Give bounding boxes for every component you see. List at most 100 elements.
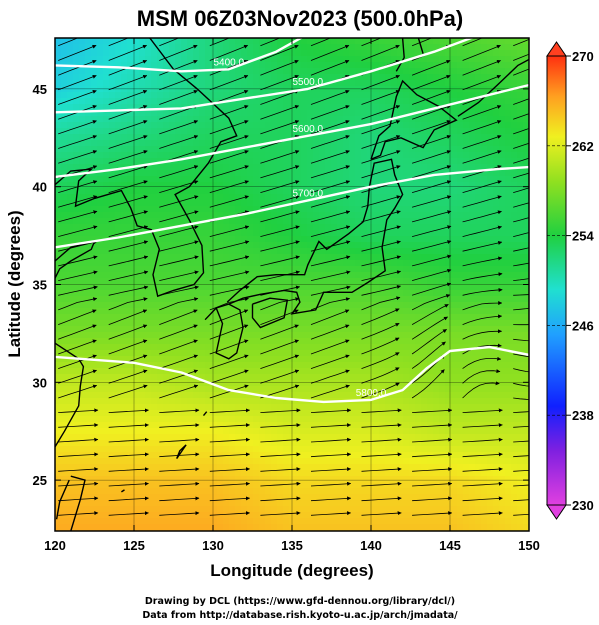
field-cell xyxy=(109,146,116,153)
field-cell xyxy=(373,224,380,231)
field-cell xyxy=(463,44,470,51)
field-cell xyxy=(61,146,68,153)
field-cell xyxy=(67,206,74,213)
field-cell xyxy=(433,206,440,213)
field-cell xyxy=(115,194,122,201)
field-cell xyxy=(181,290,188,297)
field-cell xyxy=(457,164,464,171)
field-cell xyxy=(91,188,98,195)
field-cell xyxy=(487,68,494,75)
field-cell xyxy=(361,170,368,177)
field-cell xyxy=(355,146,362,153)
field-cell xyxy=(151,296,158,303)
field-cell xyxy=(187,302,194,309)
field-cell xyxy=(355,260,362,267)
field-cell xyxy=(337,368,344,375)
field-cell xyxy=(403,242,410,249)
field-cell xyxy=(433,92,440,99)
field-cell xyxy=(415,278,422,285)
field-cell xyxy=(439,380,446,387)
field-cell xyxy=(283,140,290,147)
field-cell xyxy=(499,74,506,81)
field-cell xyxy=(235,242,242,249)
field-cell xyxy=(67,392,74,399)
field-cell xyxy=(187,374,194,381)
field-cell xyxy=(421,308,428,315)
field-cell xyxy=(115,344,122,351)
field-cell xyxy=(427,56,434,63)
field-cell xyxy=(499,410,506,417)
field-cell xyxy=(271,74,278,81)
field-cell xyxy=(187,386,194,393)
field-cell xyxy=(109,260,116,267)
field-cell xyxy=(319,104,326,111)
field-cell xyxy=(457,224,464,231)
field-cell xyxy=(379,104,386,111)
field-cell xyxy=(283,182,290,189)
field-cell xyxy=(133,224,140,231)
field-cell xyxy=(283,392,290,399)
field-cell xyxy=(277,74,284,81)
field-cell xyxy=(445,404,452,411)
field-cell xyxy=(349,284,356,291)
field-cell xyxy=(397,56,404,63)
field-cell xyxy=(499,344,506,351)
field-cell xyxy=(379,374,386,381)
field-cell xyxy=(265,134,272,141)
field-cell xyxy=(211,194,218,201)
field-cell xyxy=(331,230,338,237)
field-cell xyxy=(277,248,284,255)
field-cell xyxy=(289,398,296,405)
field-cell xyxy=(109,296,116,303)
field-cell xyxy=(385,272,392,279)
field-cell xyxy=(397,284,404,291)
field-cell xyxy=(61,176,68,183)
field-cell xyxy=(187,86,194,93)
field-cell xyxy=(505,332,512,339)
field-cell xyxy=(511,314,518,321)
field-cell xyxy=(301,368,308,375)
field-cell xyxy=(109,314,116,321)
field-cell xyxy=(457,230,464,237)
field-cell xyxy=(199,98,206,105)
field-cell xyxy=(427,284,434,291)
field-cell xyxy=(163,182,170,189)
field-cell xyxy=(427,314,434,321)
field-cell xyxy=(127,236,134,243)
field-cell xyxy=(517,170,524,177)
field-cell xyxy=(289,338,296,345)
field-cell xyxy=(283,350,290,357)
field-cell xyxy=(151,110,158,117)
field-cell xyxy=(505,188,512,195)
field-cell xyxy=(409,404,416,411)
field-cell xyxy=(259,104,266,111)
field-cell xyxy=(211,68,218,75)
field-cell xyxy=(391,218,398,225)
field-cell xyxy=(241,398,248,405)
field-cell xyxy=(175,188,182,195)
field-cell xyxy=(301,152,308,159)
field-cell xyxy=(79,236,86,243)
field-cell xyxy=(307,332,314,339)
field-cell xyxy=(361,230,368,237)
field-cell xyxy=(439,164,446,171)
field-cell xyxy=(187,194,194,201)
field-cell xyxy=(499,128,506,135)
field-cell xyxy=(145,104,152,111)
field-cell xyxy=(235,308,242,315)
field-cell xyxy=(67,314,74,321)
field-cell xyxy=(259,320,266,327)
field-cell xyxy=(505,380,512,387)
field-cell xyxy=(73,314,80,321)
field-cell xyxy=(451,338,458,345)
field-cell xyxy=(511,326,518,333)
field-cell xyxy=(79,386,86,393)
field-cell xyxy=(523,146,529,153)
field-cell xyxy=(61,326,68,333)
field-cell xyxy=(271,92,278,99)
field-cell xyxy=(211,62,218,69)
field-cell xyxy=(463,182,470,189)
field-cell xyxy=(505,92,512,99)
field-cell xyxy=(463,68,470,75)
field-cell xyxy=(277,278,284,285)
